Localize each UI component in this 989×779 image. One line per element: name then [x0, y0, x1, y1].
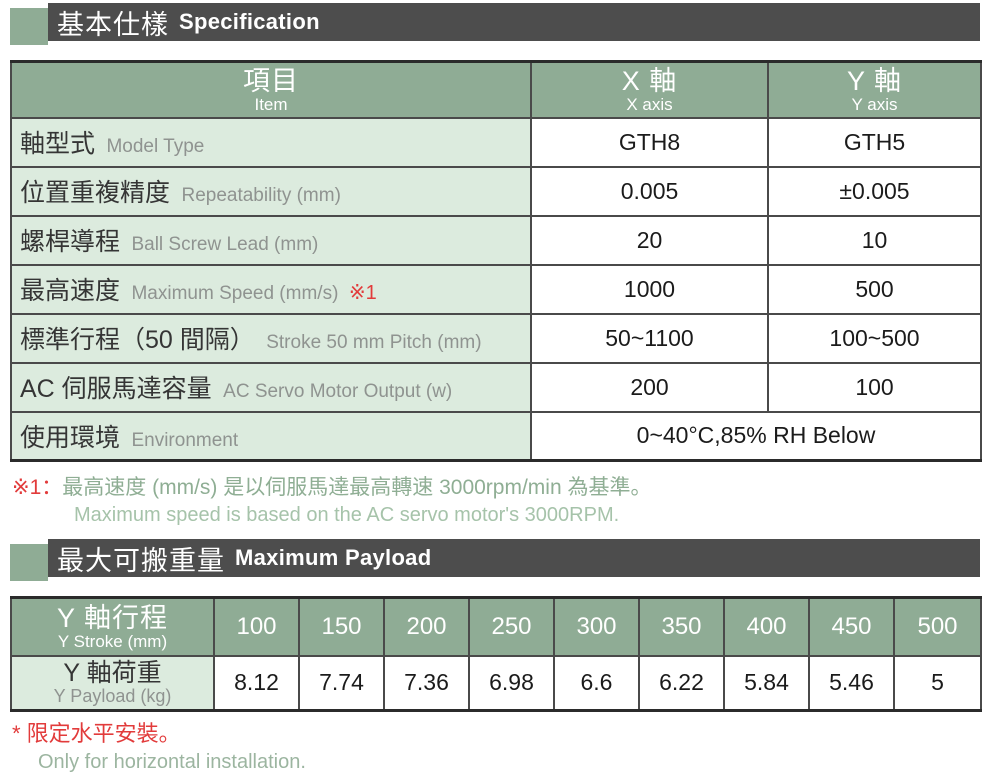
value-x: 0.005 — [530, 165, 769, 217]
header-x-en: X axis — [626, 94, 673, 114]
stroke-value: 500 — [893, 596, 982, 657]
header-item-en: Item — [254, 94, 288, 114]
payload-data-row: Y 軸荷重 Y Payload (kg) 8.12 7.74 7.36 6.98… — [10, 654, 982, 712]
section-title-zh: 最大可搬重量 — [57, 545, 225, 576]
value-y: 500 — [767, 263, 982, 315]
payload-value: 6.98 — [468, 654, 555, 712]
table-row-repeatability: 位置重複精度 Repeatability (mm) 0.005 ±0.005 — [10, 165, 982, 217]
footnote-zh: * 限定水平安裝。 — [12, 721, 181, 746]
section-title-specification: 基本仕樣 Specification — [10, 3, 980, 45]
y-stroke-en: Y Stroke (mm) — [57, 631, 168, 651]
payload-value: 5 — [893, 654, 982, 712]
row-label-zh: 位置重複精度 — [20, 179, 171, 207]
y-payload-en: Y Payload (kg) — [53, 686, 172, 707]
section-title-en: Specification — [179, 9, 320, 34]
stroke-value: 450 — [808, 596, 895, 657]
row-label-zh: 使用環境 — [20, 423, 121, 452]
note-zh-text: 最高速度 (mm/s) 是以伺服馬達最高轉速 3000rpm/min 為基準。 — [62, 476, 652, 499]
specification-table: 項目 Item X 軸 X axis Y 軸 Y axis 軸型式 Model … — [10, 60, 982, 462]
spec-header-y-axis: Y 軸 Y axis — [767, 60, 982, 119]
payload-value: 7.74 — [298, 654, 385, 712]
value-environment: 0~40°C,85% RH Below — [530, 410, 982, 462]
payload-value: 5.46 — [808, 654, 895, 712]
row-label-en: Stroke 50 mm Pitch (mm) — [266, 332, 482, 353]
value-x: 200 — [530, 361, 769, 413]
spec-header-x-axis: X 軸 X axis — [530, 60, 769, 119]
y-stroke-zh: Y 軸行程 — [56, 602, 169, 633]
stroke-value: 250 — [468, 596, 555, 657]
section-title-bar: 基本仕樣 Specification — [48, 3, 980, 41]
table-row-ball-screw-lead: 螺桿導程 Ball Screw Lead (mm) 20 10 — [10, 214, 982, 266]
spec-header-item: 項目 Item — [10, 60, 532, 119]
row-label: 螺桿導程 Ball Screw Lead (mm) — [10, 214, 532, 266]
value-x: GTH8 — [530, 116, 769, 168]
table-row-stroke: 標準行程（50 間隔） Stroke 50 mm Pitch (mm) 50~1… — [10, 312, 982, 364]
stroke-value: 300 — [553, 596, 640, 657]
row-label-en: Ball Screw Lead (mm) — [131, 234, 319, 255]
stroke-value: 150 — [298, 596, 385, 657]
note-reference-mark: ※1 — [348, 282, 377, 304]
payload-value: 5.84 — [723, 654, 810, 712]
row-label-zh: 標準行程（50 間隔） — [20, 326, 255, 354]
value-y: GTH5 — [767, 116, 982, 168]
section-marker-square — [10, 8, 48, 45]
speed-note-en-line: Maximum speed is based on the AC servo m… — [74, 504, 620, 526]
header-y-en: Y axis — [851, 94, 898, 114]
y-stroke-header: Y 軸行程 Y Stroke (mm) — [10, 596, 215, 657]
stroke-value: 100 — [213, 596, 300, 657]
table-row-servo-motor-output: AC 伺服馬達容量 AC Servo Motor Output (w) 200 … — [10, 361, 982, 413]
payload-value: 6.22 — [638, 654, 725, 712]
value-x: 50~1100 — [530, 312, 769, 364]
section-title-bar: 最大可搬重量 Maximum Payload — [48, 539, 980, 577]
row-label: 最高速度 Maximum Speed (mm/s) ※1 — [10, 263, 532, 315]
y-payload-header: Y 軸荷重 Y Payload (kg) — [10, 654, 215, 712]
section-marker-square — [10, 544, 48, 581]
row-label: 使用環境 Environment — [10, 410, 532, 462]
stroke-value: 350 — [638, 596, 725, 657]
row-label-en: Repeatability (mm) — [181, 185, 341, 206]
value-y: ±0.005 — [767, 165, 982, 217]
y-payload-zh: Y 軸荷重 — [63, 659, 162, 688]
row-label-zh: 螺桿導程 — [20, 228, 121, 256]
header-y-zh: Y 軸 — [846, 65, 903, 96]
row-label-en: Environment — [131, 429, 239, 451]
table-row-environment: 使用環境 Environment 0~40°C,85% RH Below — [10, 410, 982, 462]
payload-value: 6.6 — [553, 654, 640, 712]
payload-header-row: Y 軸行程 Y Stroke (mm) 100 150 200 250 300 … — [10, 596, 982, 657]
payload-value: 8.12 — [213, 654, 300, 712]
section-title-zh: 基本仕樣 — [57, 9, 169, 40]
table-row-maximum-speed: 最高速度 Maximum Speed (mm/s) ※1 1000 500 — [10, 263, 982, 315]
section-title-maximum-payload: 最大可搬重量 Maximum Payload — [10, 539, 980, 581]
row-label: 軸型式 Model Type — [10, 116, 532, 168]
value-y: 100~500 — [767, 312, 982, 364]
footnote-en: Only for horizontal installation. — [38, 751, 306, 773]
row-label-en: AC Servo Motor Output (w) — [223, 381, 453, 402]
value-y: 10 — [767, 214, 982, 266]
payload-table: Y 軸行程 Y Stroke (mm) 100 150 200 250 300 … — [10, 596, 982, 712]
header-x-zh: X 軸 — [621, 65, 678, 96]
value-x: 20 — [530, 214, 769, 266]
row-label-en: Maximum Speed (mm/s) — [131, 283, 339, 304]
row-label-zh: AC 伺服馬達容量 — [20, 375, 212, 403]
section-title-en: Maximum Payload — [235, 545, 432, 570]
value-x: 1000 — [530, 263, 769, 315]
row-label-zh: 最高速度 — [20, 277, 121, 305]
row-label-zh: 軸型式 — [20, 130, 96, 158]
note-ref-mark: ※1： — [12, 476, 63, 499]
row-label: 標準行程（50 間隔） Stroke 50 mm Pitch (mm) — [10, 312, 532, 364]
value-y: 100 — [767, 361, 982, 413]
installation-footnote: * 限定水平安裝。 Only for horizontal installati… — [12, 719, 980, 775]
stroke-value: 400 — [723, 596, 810, 657]
spec-header-row: 項目 Item X 軸 X axis Y 軸 Y axis — [10, 60, 982, 119]
row-label: 位置重複精度 Repeatability (mm) — [10, 165, 532, 217]
row-label-en: Model Type — [106, 136, 205, 157]
speed-note: ※1：最高速度 (mm/s) 是以伺服馬達最高轉速 3000rpm/min 為基… — [12, 474, 980, 528]
header-item-zh: 項目 — [243, 65, 299, 96]
row-label: AC 伺服馬達容量 AC Servo Motor Output (w) — [10, 361, 532, 413]
payload-value: 7.36 — [383, 654, 470, 712]
speed-note-zh-line: ※1：最高速度 (mm/s) 是以伺服馬達最高轉速 3000rpm/min 為基… — [12, 474, 980, 502]
table-row-model-type: 軸型式 Model Type GTH8 GTH5 — [10, 116, 982, 168]
stroke-value: 200 — [383, 596, 470, 657]
